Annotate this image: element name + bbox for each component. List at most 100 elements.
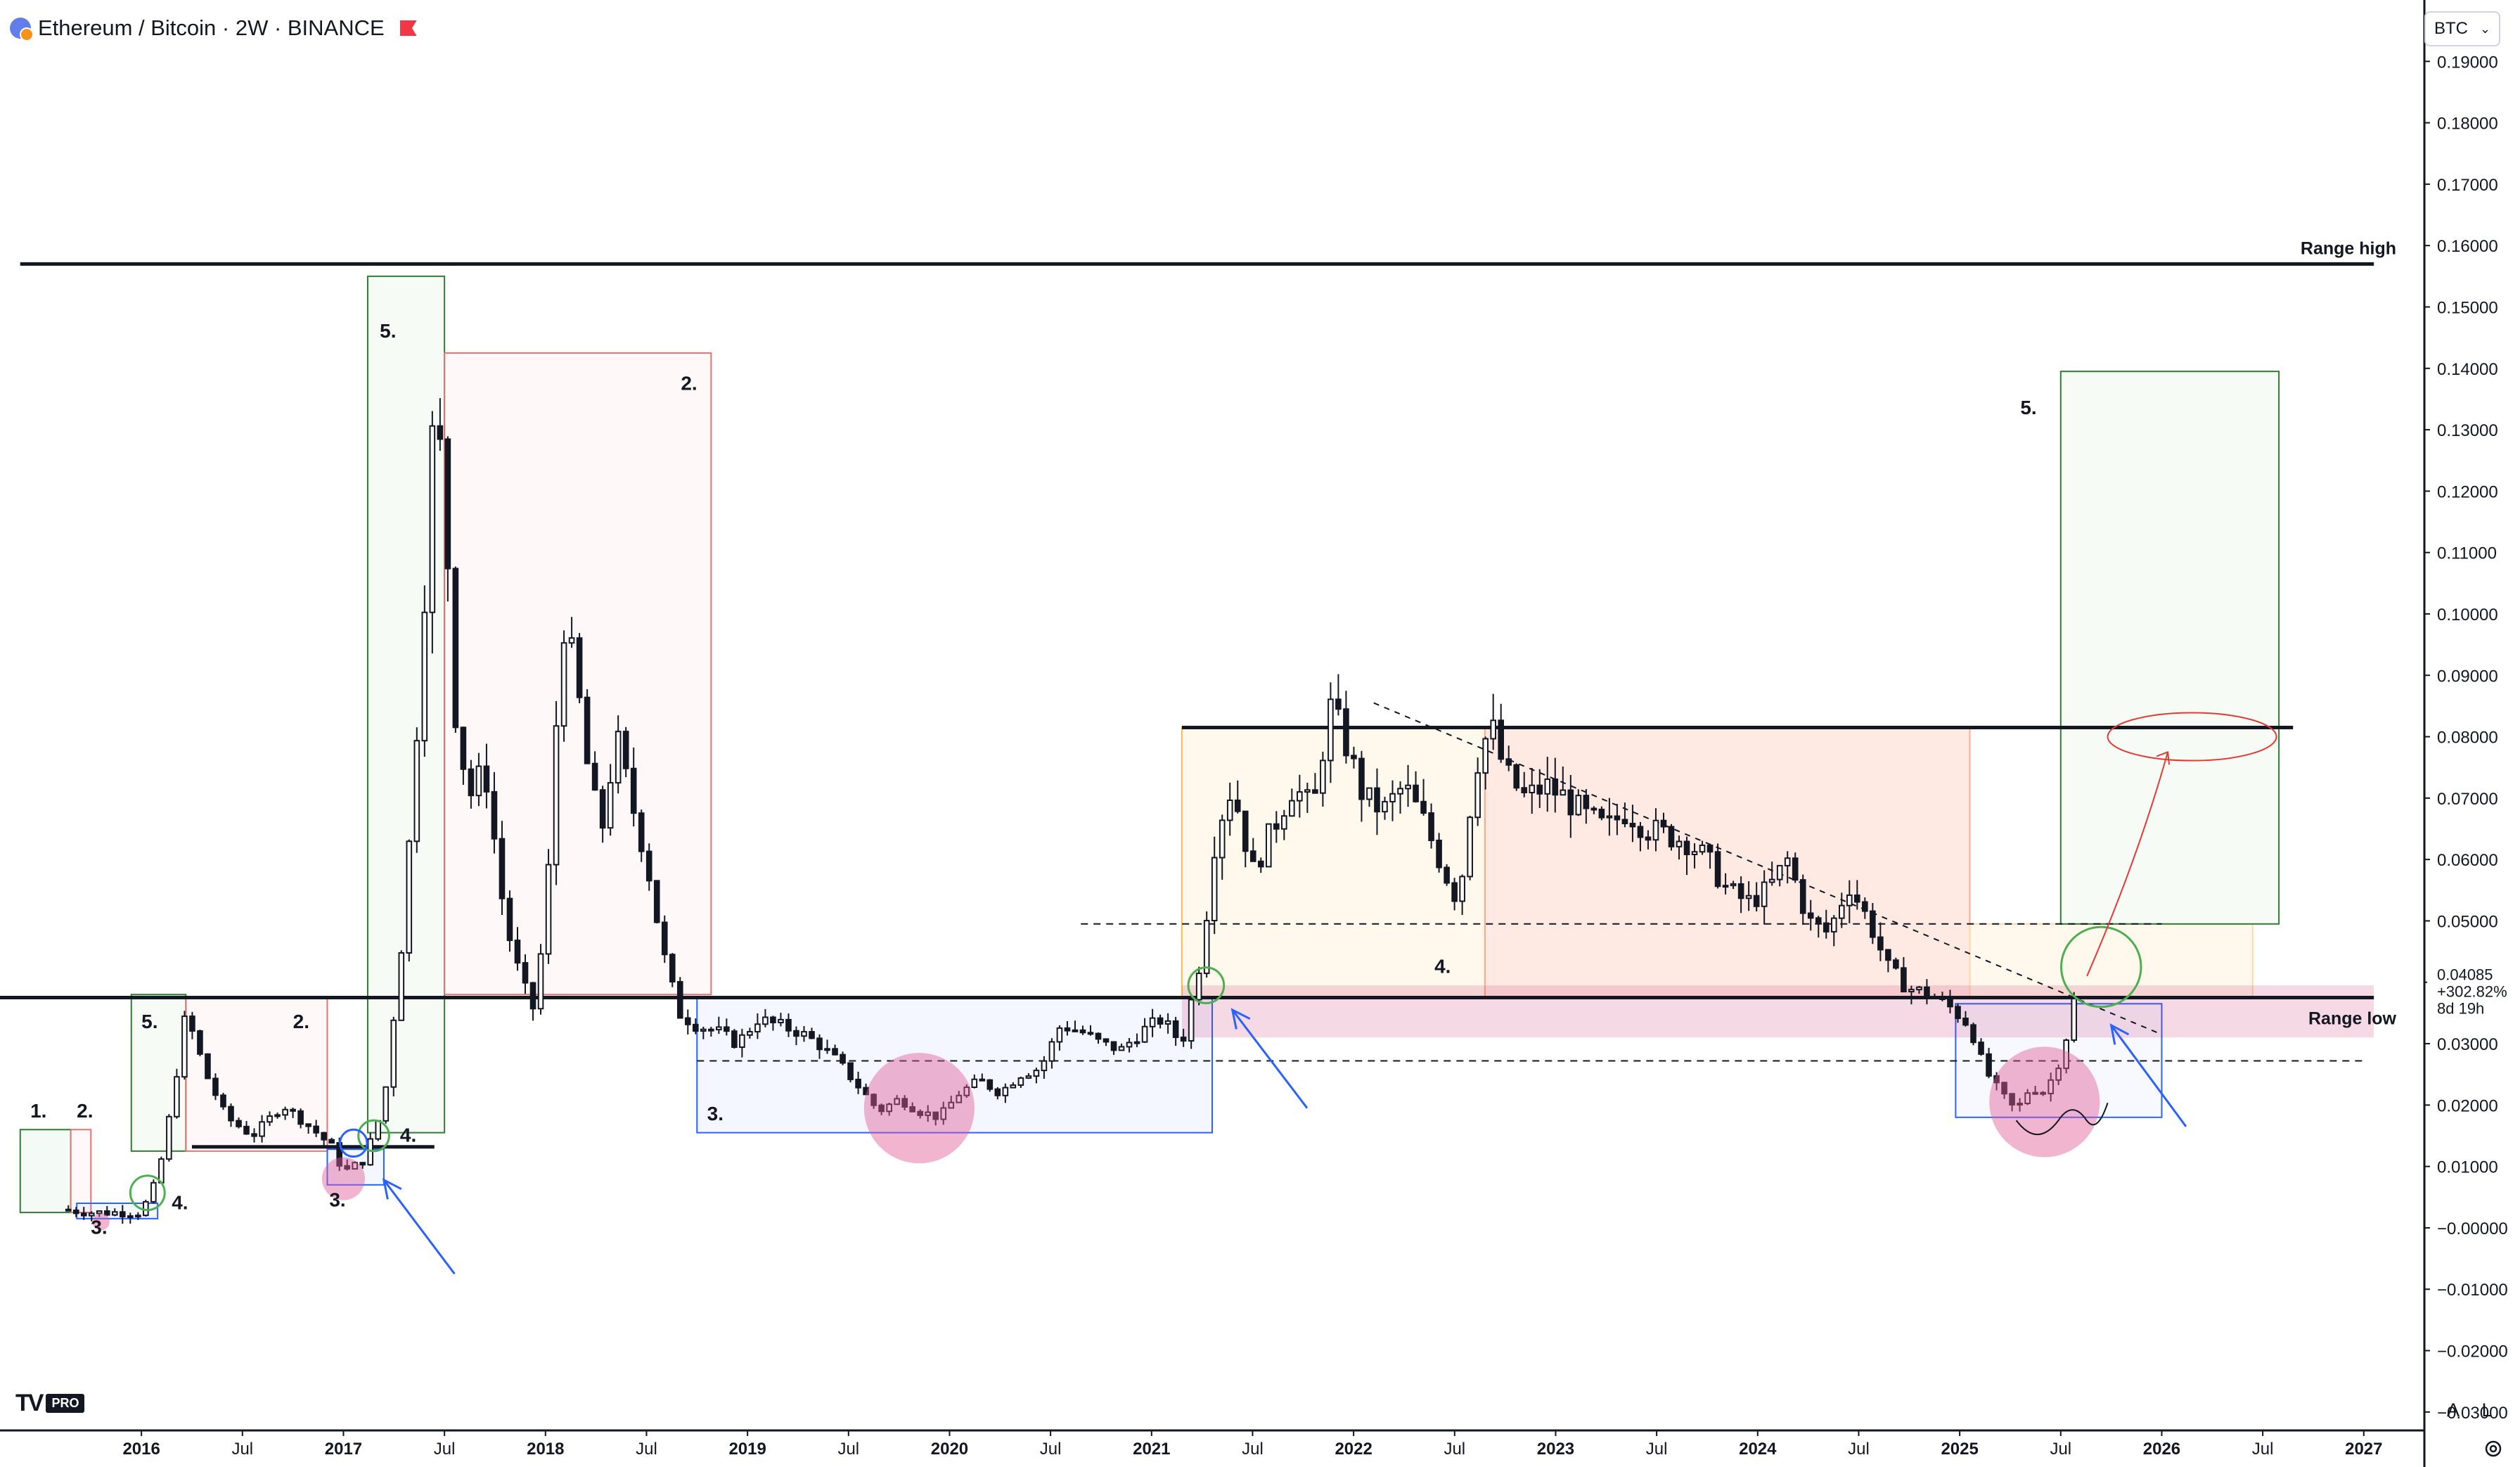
logo-mark: TV: [15, 1390, 44, 1416]
candle-body: [1947, 997, 1953, 1008]
candle-body: [413, 740, 420, 843]
candle-body: [2040, 1091, 2046, 1095]
candle-body: [1436, 839, 1442, 869]
candle-body: [1405, 784, 1411, 790]
candle-body: [1118, 1046, 1125, 1051]
annotation-arrows: [382, 1008, 2187, 1275]
time-axis[interactable]: 2016 Jul 2017 Jul 2018 Jul 2019 Jul 2020 Jul 2021 J…: [122, 1430, 2382, 1459]
level-lines: [0, 262, 2374, 1149]
candle-body: [1490, 719, 1496, 740]
candle-body: [1157, 1017, 1164, 1025]
candle-body: [979, 1078, 986, 1082]
candle-body: [847, 1062, 854, 1080]
candle-body: [700, 1028, 707, 1032]
candle-body: [1126, 1042, 1133, 1048]
candle-body: [615, 731, 622, 784]
candle-body: [274, 1114, 281, 1117]
candle-body: [166, 1115, 172, 1160]
candle-body: [1397, 788, 1403, 795]
candle-body: [1095, 1032, 1102, 1040]
candle-body: [2024, 1092, 2031, 1104]
arrow-shaft: [382, 1179, 456, 1275]
flag-icon[interactable]: [399, 20, 417, 36]
candle-body: [793, 1030, 799, 1037]
candle-body: [1676, 840, 1683, 847]
pink-circle: [863, 1053, 975, 1164]
candle-body: [1745, 895, 1752, 899]
candle-body: [630, 767, 637, 814]
candle-body: [948, 1101, 955, 1109]
candle-body: [1451, 882, 1458, 902]
candle-body: [1560, 789, 1567, 796]
candle-body: [971, 1078, 978, 1089]
level-name-label: Range low: [2308, 1009, 2397, 1029]
projection-line: [2086, 752, 2169, 977]
candle-body: [901, 1098, 908, 1108]
arrow-head: [382, 1178, 402, 1200]
x-tick-label: Jul: [2050, 1440, 2071, 1459]
candle-body: [638, 812, 645, 852]
candle-body: [855, 1078, 861, 1089]
green-circle: [2060, 925, 2142, 1008]
candle-body: [1753, 895, 1760, 907]
candle-body: [1598, 808, 1605, 819]
candle-body: [925, 1111, 932, 1116]
candle-body: [1428, 812, 1434, 841]
candle-body: [1722, 885, 1729, 888]
wave-label: 5.: [2020, 397, 2036, 418]
candle-body: [2055, 1068, 2062, 1081]
y-tick-label: 0.09000: [2437, 667, 2498, 686]
symbol-title[interactable]: Ethereum / Bitcoin · 2W · BINANCE: [38, 15, 385, 40]
candle-body: [1304, 789, 1311, 793]
currency-label: BTC: [2434, 19, 2468, 38]
price-axis[interactable]: 0.19000 0.18000 0.17000 0.16000 0.15000 0.140…: [2424, 53, 2508, 1423]
candle-body: [359, 1162, 366, 1166]
arrow-head: [1230, 1008, 1251, 1030]
candle-body: [1498, 719, 1505, 760]
y-tick-label: 0.14000: [2437, 360, 2498, 379]
candle-body: [878, 1104, 885, 1113]
price-marker-change: +302.82%: [2437, 982, 2507, 1000]
candle-body: [1474, 772, 1481, 819]
candle-body: [1257, 860, 1264, 868]
candle-body: [491, 790, 498, 840]
x-tick-label: 2024: [1739, 1440, 1777, 1459]
annotation-box: [366, 275, 446, 1134]
annotation-box: [130, 994, 187, 1152]
currency-dropdown[interactable]: BTC ⌄: [2424, 11, 2500, 46]
candle-body: [2001, 1082, 2007, 1095]
candle-body: [1854, 894, 1860, 903]
candle-body: [1234, 799, 1241, 812]
candle-body: [305, 1123, 311, 1127]
candle-body: [785, 1018, 792, 1032]
annotation-box: [1969, 923, 2254, 999]
x-tick-label: Jul: [1242, 1440, 1264, 1459]
candle-body: [1041, 1060, 1048, 1072]
candle-body: [1079, 1029, 1086, 1034]
candle-body: [1761, 881, 1768, 907]
candle-body: [1002, 1087, 1009, 1096]
candle-body: [1862, 901, 1868, 912]
candle-body: [259, 1121, 265, 1137]
candle-body: [1366, 787, 1372, 800]
candle-body: [956, 1094, 963, 1103]
price-marker-countdown: 8d 19h: [2437, 999, 2484, 1017]
x-tick-label: Jul: [1848, 1440, 1870, 1459]
candle-body: [824, 1048, 830, 1051]
arrow-shaft: [2110, 1024, 2187, 1127]
auto-scale-button[interactable]: A: [2446, 1399, 2460, 1421]
settings-gear-icon[interactable]: [2479, 1435, 2507, 1463]
candle-body: [421, 611, 428, 742]
candle-body: [1513, 764, 1520, 789]
candle-body: [870, 1094, 877, 1106]
log-scale-button[interactable]: L: [2481, 1399, 2493, 1421]
candle-body: [1389, 793, 1396, 802]
candle-body: [832, 1048, 838, 1056]
tradingview-logo[interactable]: TV PRO: [15, 1390, 85, 1417]
y-tick-label: 0.03000: [2437, 1035, 2498, 1054]
candle-body: [1668, 826, 1675, 847]
candle-body: [251, 1133, 257, 1137]
candle-body: [452, 568, 459, 729]
candle-body: [352, 1162, 359, 1170]
